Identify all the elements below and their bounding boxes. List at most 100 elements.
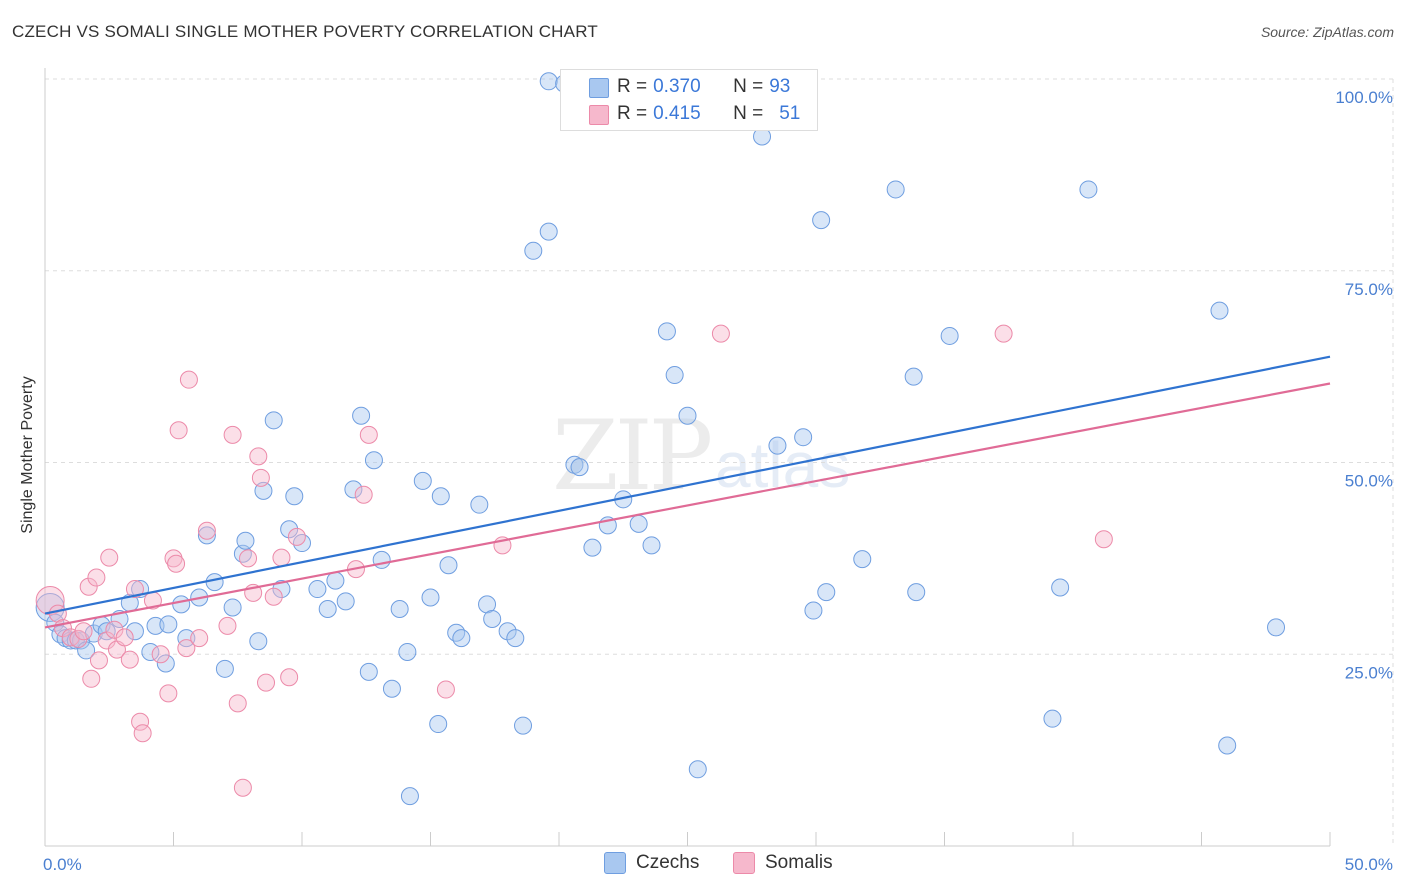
czech-point xyxy=(452,629,471,648)
czech-point xyxy=(524,241,543,260)
legend-swatch-somalis xyxy=(589,105,609,125)
czech-point xyxy=(583,538,602,557)
czech-point xyxy=(794,428,813,447)
czech-point xyxy=(146,616,165,635)
somali-point xyxy=(197,521,216,540)
czech-point xyxy=(172,595,191,614)
czech-point xyxy=(1043,709,1062,728)
somalis-swatch xyxy=(733,852,755,874)
czech-point xyxy=(156,654,175,673)
somali-point xyxy=(711,324,730,343)
legend-n-value: 51 xyxy=(779,103,801,124)
legend-row-somalis: R = 0.415 N = 51 xyxy=(589,102,801,126)
somali-point xyxy=(177,639,196,658)
legend-r-label: R = xyxy=(617,76,648,97)
czech-point xyxy=(177,629,196,648)
somali-point xyxy=(233,778,252,797)
somali-point xyxy=(115,628,134,647)
somali-point xyxy=(89,651,108,670)
somali-point xyxy=(223,425,242,444)
czech-point xyxy=(804,601,823,620)
czech-point xyxy=(431,487,450,506)
somali-point xyxy=(159,684,178,703)
somali-point xyxy=(131,712,150,731)
somali-point xyxy=(280,668,299,687)
somali-point xyxy=(1094,530,1113,549)
czech-point xyxy=(359,662,378,681)
czech-point xyxy=(390,599,409,618)
czechs-label: Czechs xyxy=(636,852,700,873)
czech-point xyxy=(326,571,345,590)
czech-point xyxy=(344,480,363,499)
czech-point xyxy=(447,623,466,642)
czech-point xyxy=(249,632,268,651)
somali-point xyxy=(167,554,186,573)
czech-point xyxy=(280,520,299,539)
somali-point xyxy=(287,527,306,546)
somali-point xyxy=(228,694,247,713)
somali-point xyxy=(354,485,373,504)
somali-point xyxy=(87,568,106,587)
czechs-swatch xyxy=(604,852,626,874)
somali-point xyxy=(105,620,124,639)
somali-point xyxy=(120,650,139,669)
bottom-legend-somalis: Somalis xyxy=(733,852,833,874)
y-tick-label: 25.0% xyxy=(1345,663,1393,682)
czech-point xyxy=(215,659,234,678)
somali-point xyxy=(264,587,283,606)
czech-point xyxy=(364,451,383,470)
somali-point xyxy=(272,548,291,567)
legend-n-value: 93 xyxy=(769,76,791,97)
somali-point xyxy=(251,468,270,487)
czech-point xyxy=(1210,301,1229,320)
somali-point xyxy=(249,447,268,466)
czech-point xyxy=(1051,578,1070,597)
somali-point xyxy=(100,548,119,567)
tick-labels: 25.0% 50.0% 75.0% 100.0% 0.0% 50.0% xyxy=(43,88,1393,874)
czech-point xyxy=(223,598,242,617)
czech-point xyxy=(205,573,224,592)
czech-point xyxy=(336,592,355,611)
y-tick-label: 75.0% xyxy=(1345,280,1393,299)
czech-point xyxy=(768,436,787,455)
legend-n-label: N = xyxy=(733,76,764,97)
legend-row-czechs: R = 0.370 N = 93 xyxy=(589,75,791,99)
source-credit: Source: ZipAtlas.com xyxy=(1260,24,1394,40)
legend-r-value: 0.415 xyxy=(653,103,701,124)
watermark-zip: ZIP xyxy=(552,400,713,512)
czech-point xyxy=(125,622,144,641)
somali-point xyxy=(218,616,237,635)
somali-point xyxy=(994,324,1013,343)
legend-r-label: R = xyxy=(617,103,648,124)
czech-point xyxy=(236,531,255,550)
czech-point xyxy=(264,411,283,430)
czech-point xyxy=(1218,736,1237,755)
czech-point xyxy=(318,599,337,618)
czech-point xyxy=(352,406,371,425)
czech-point xyxy=(514,716,533,735)
czech-point xyxy=(413,471,432,490)
czech-point xyxy=(272,580,291,599)
y-tick-label: 100.0% xyxy=(1335,88,1393,107)
czech-point xyxy=(439,556,458,575)
somali-point xyxy=(79,577,98,596)
axes xyxy=(44,68,1331,847)
somali-point xyxy=(257,673,276,692)
somali-point xyxy=(239,549,258,568)
czech-point xyxy=(657,322,676,341)
czech-point xyxy=(400,787,419,806)
legend-swatch-czechs xyxy=(589,78,609,98)
czech-point xyxy=(886,180,905,199)
x-tick-label: 50.0% xyxy=(1345,855,1393,874)
czech-point xyxy=(429,715,448,734)
czech-point xyxy=(812,211,831,230)
correlation-legend: R = 0.370 N = 93 R = 0.415 N = 51 xyxy=(560,69,818,131)
czech-point xyxy=(372,550,391,569)
czech-point xyxy=(907,583,926,602)
bottom-legend-czechs: Czechs xyxy=(604,852,699,874)
grid-lines xyxy=(45,78,1394,846)
somali-point xyxy=(151,645,170,664)
somali-trendline xyxy=(44,382,1331,629)
czech-point xyxy=(940,326,959,345)
